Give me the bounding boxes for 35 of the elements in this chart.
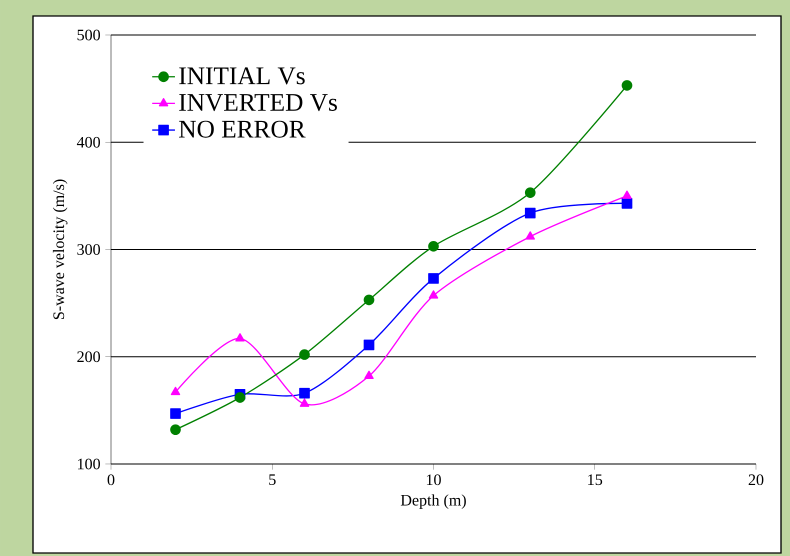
x-tick-label: 20 xyxy=(748,474,764,486)
point xyxy=(300,398,310,407)
x-tick-label: 5 xyxy=(269,474,276,486)
point xyxy=(524,208,536,218)
point xyxy=(170,424,181,435)
point xyxy=(428,290,438,299)
y-tick-label: 300 xyxy=(77,244,100,255)
point xyxy=(170,386,180,396)
x-tick-label: 10 xyxy=(426,474,441,486)
legend-label: INVERTED Vs xyxy=(179,94,337,112)
y-tick-label: 400 xyxy=(76,136,100,148)
point xyxy=(299,388,310,399)
legend-label: NO ERROR xyxy=(179,120,306,138)
point xyxy=(235,333,245,342)
y-tick-label: 500 xyxy=(78,30,100,40)
point xyxy=(364,370,374,380)
point xyxy=(170,408,181,419)
point xyxy=(428,240,439,252)
x-tick-label: 0 xyxy=(108,474,114,486)
y-tick-label: 200 xyxy=(77,351,100,362)
point xyxy=(299,349,310,360)
point xyxy=(364,294,374,306)
legend-label: INITIAL Vs xyxy=(179,67,305,84)
point xyxy=(622,198,632,209)
point xyxy=(622,190,632,199)
point xyxy=(622,80,632,91)
point xyxy=(234,392,246,403)
y-tick-label: 100 xyxy=(78,458,100,470)
y-axis-title: S-wave velocity (m/s) xyxy=(52,180,68,320)
point xyxy=(524,187,536,198)
point xyxy=(364,340,374,350)
x-tick-label: 15 xyxy=(588,474,602,486)
point xyxy=(526,231,535,240)
x-axis-title: Depth (m) xyxy=(400,494,466,509)
point xyxy=(428,273,439,284)
